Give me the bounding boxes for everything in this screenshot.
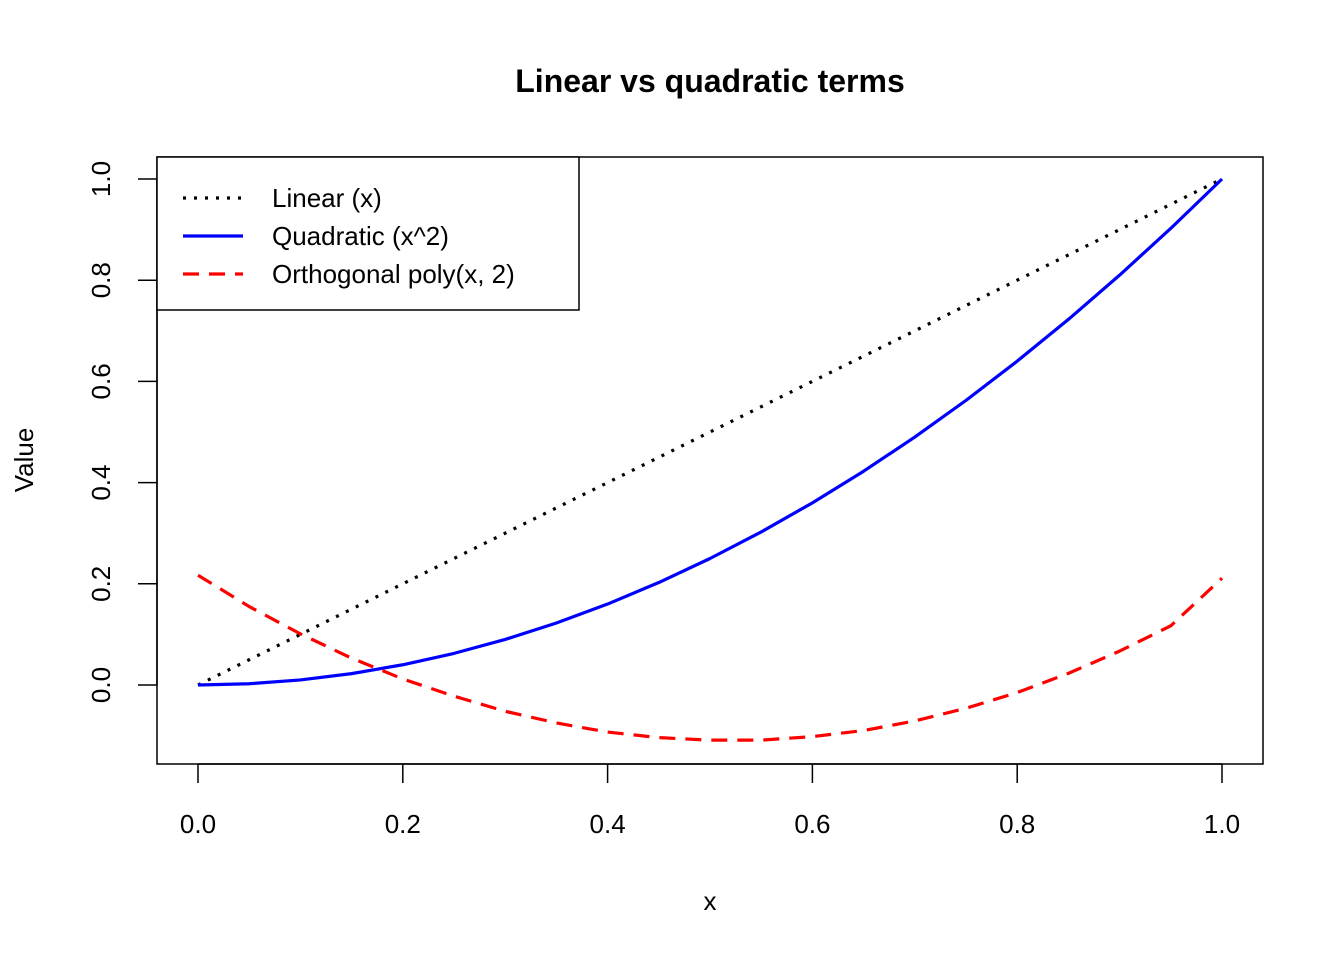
y-tick-label: 0.4: [86, 465, 116, 501]
y-tick-label: 0.0: [86, 667, 116, 703]
series-line-3: [197, 573, 1224, 742]
legend-box: [156, 156, 580, 311]
legend-label-1: Linear (x): [272, 183, 382, 213]
legend-label-2: Quadratic (x^2): [272, 221, 449, 251]
x-tick-label: 0.8: [999, 809, 1035, 839]
x-axis: 0.0 0.2 0.4 0.6 0.8 1.0: [180, 763, 1240, 839]
y-tick-label: 0.6: [86, 363, 116, 399]
y-tick-label: 1.0: [86, 161, 116, 197]
legend: Linear (x) Quadratic (x^2) Orthogonal poly…: [156, 156, 580, 311]
x-tick-label: 0.0: [180, 809, 216, 839]
x-axis-label: x: [704, 886, 717, 916]
y-tick-label: 0.2: [86, 566, 116, 602]
y-axis: 0.0 0.2 0.4 0.6 0.8 1.0: [86, 161, 158, 703]
chart-title: Linear vs quadratic terms: [515, 63, 904, 99]
x-tick-label: 0.4: [590, 809, 626, 839]
x-tick-label: 0.6: [794, 809, 830, 839]
y-tick-label: 0.8: [86, 262, 116, 298]
legend-label-3: Orthogonal poly(x, 2): [272, 259, 515, 289]
x-tick-label: 0.2: [385, 809, 421, 839]
series-layer: [197, 177, 1224, 742]
series-line-2: [197, 177, 1224, 687]
x-tick-label: 1.0: [1204, 809, 1240, 839]
y-axis-label: Value: [9, 428, 39, 493]
